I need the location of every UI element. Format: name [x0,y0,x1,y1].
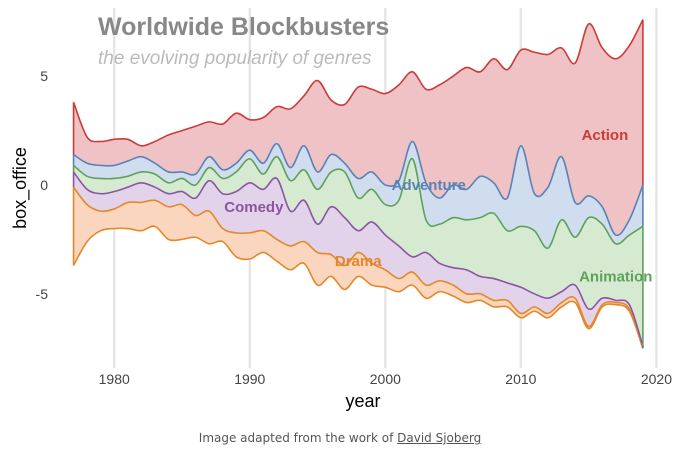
attribution-caption: Image adapted from the work of David Sjo… [0,431,680,445]
boundary-line-4 [73,140,644,237]
series-label-action: Action [582,127,629,144]
boundary-line-3 [73,155,644,249]
chart-title: Worldwide Blockbusters [98,13,389,41]
x-tick-label: 2000 [370,371,401,387]
series-label-drama: Drama [335,253,382,270]
y-axis-label: box_office [10,147,31,229]
boundary-line-2 [72,171,644,347]
y-tick-label: -5 [36,286,49,302]
series-label-animation: Animation [579,268,652,285]
chart-subtitle: the evolving popularity of genres [98,48,372,69]
y-tick-label: 5 [40,68,48,84]
boundary-line-5 [72,19,644,147]
boundary-line-1 [72,186,644,349]
x-tick-label: 1990 [234,371,265,387]
series-label-adventure: Adventure [392,177,466,194]
area-drama [73,187,643,349]
stream-lines [72,19,644,349]
series-label-comedy: Comedy [224,199,284,216]
boundary-line-0 [72,225,644,349]
author-link[interactable]: David Sjoberg [397,431,482,445]
series-labels: Action Adventure Animation Comedy Drama [224,127,652,285]
area-comedy [73,171,643,349]
x-tick-label: 2010 [505,371,536,387]
y-tick-label: 0 [40,177,48,193]
x-axis-label: year [345,391,380,411]
attribution-text: Image adapted from the work of [198,431,398,445]
axes: 1980 1990 2000 2010 2020 -5 0 5 [36,68,673,387]
x-tick-label: 2020 [641,371,672,387]
x-tick-label: 1980 [99,371,130,387]
area-action [73,19,643,236]
